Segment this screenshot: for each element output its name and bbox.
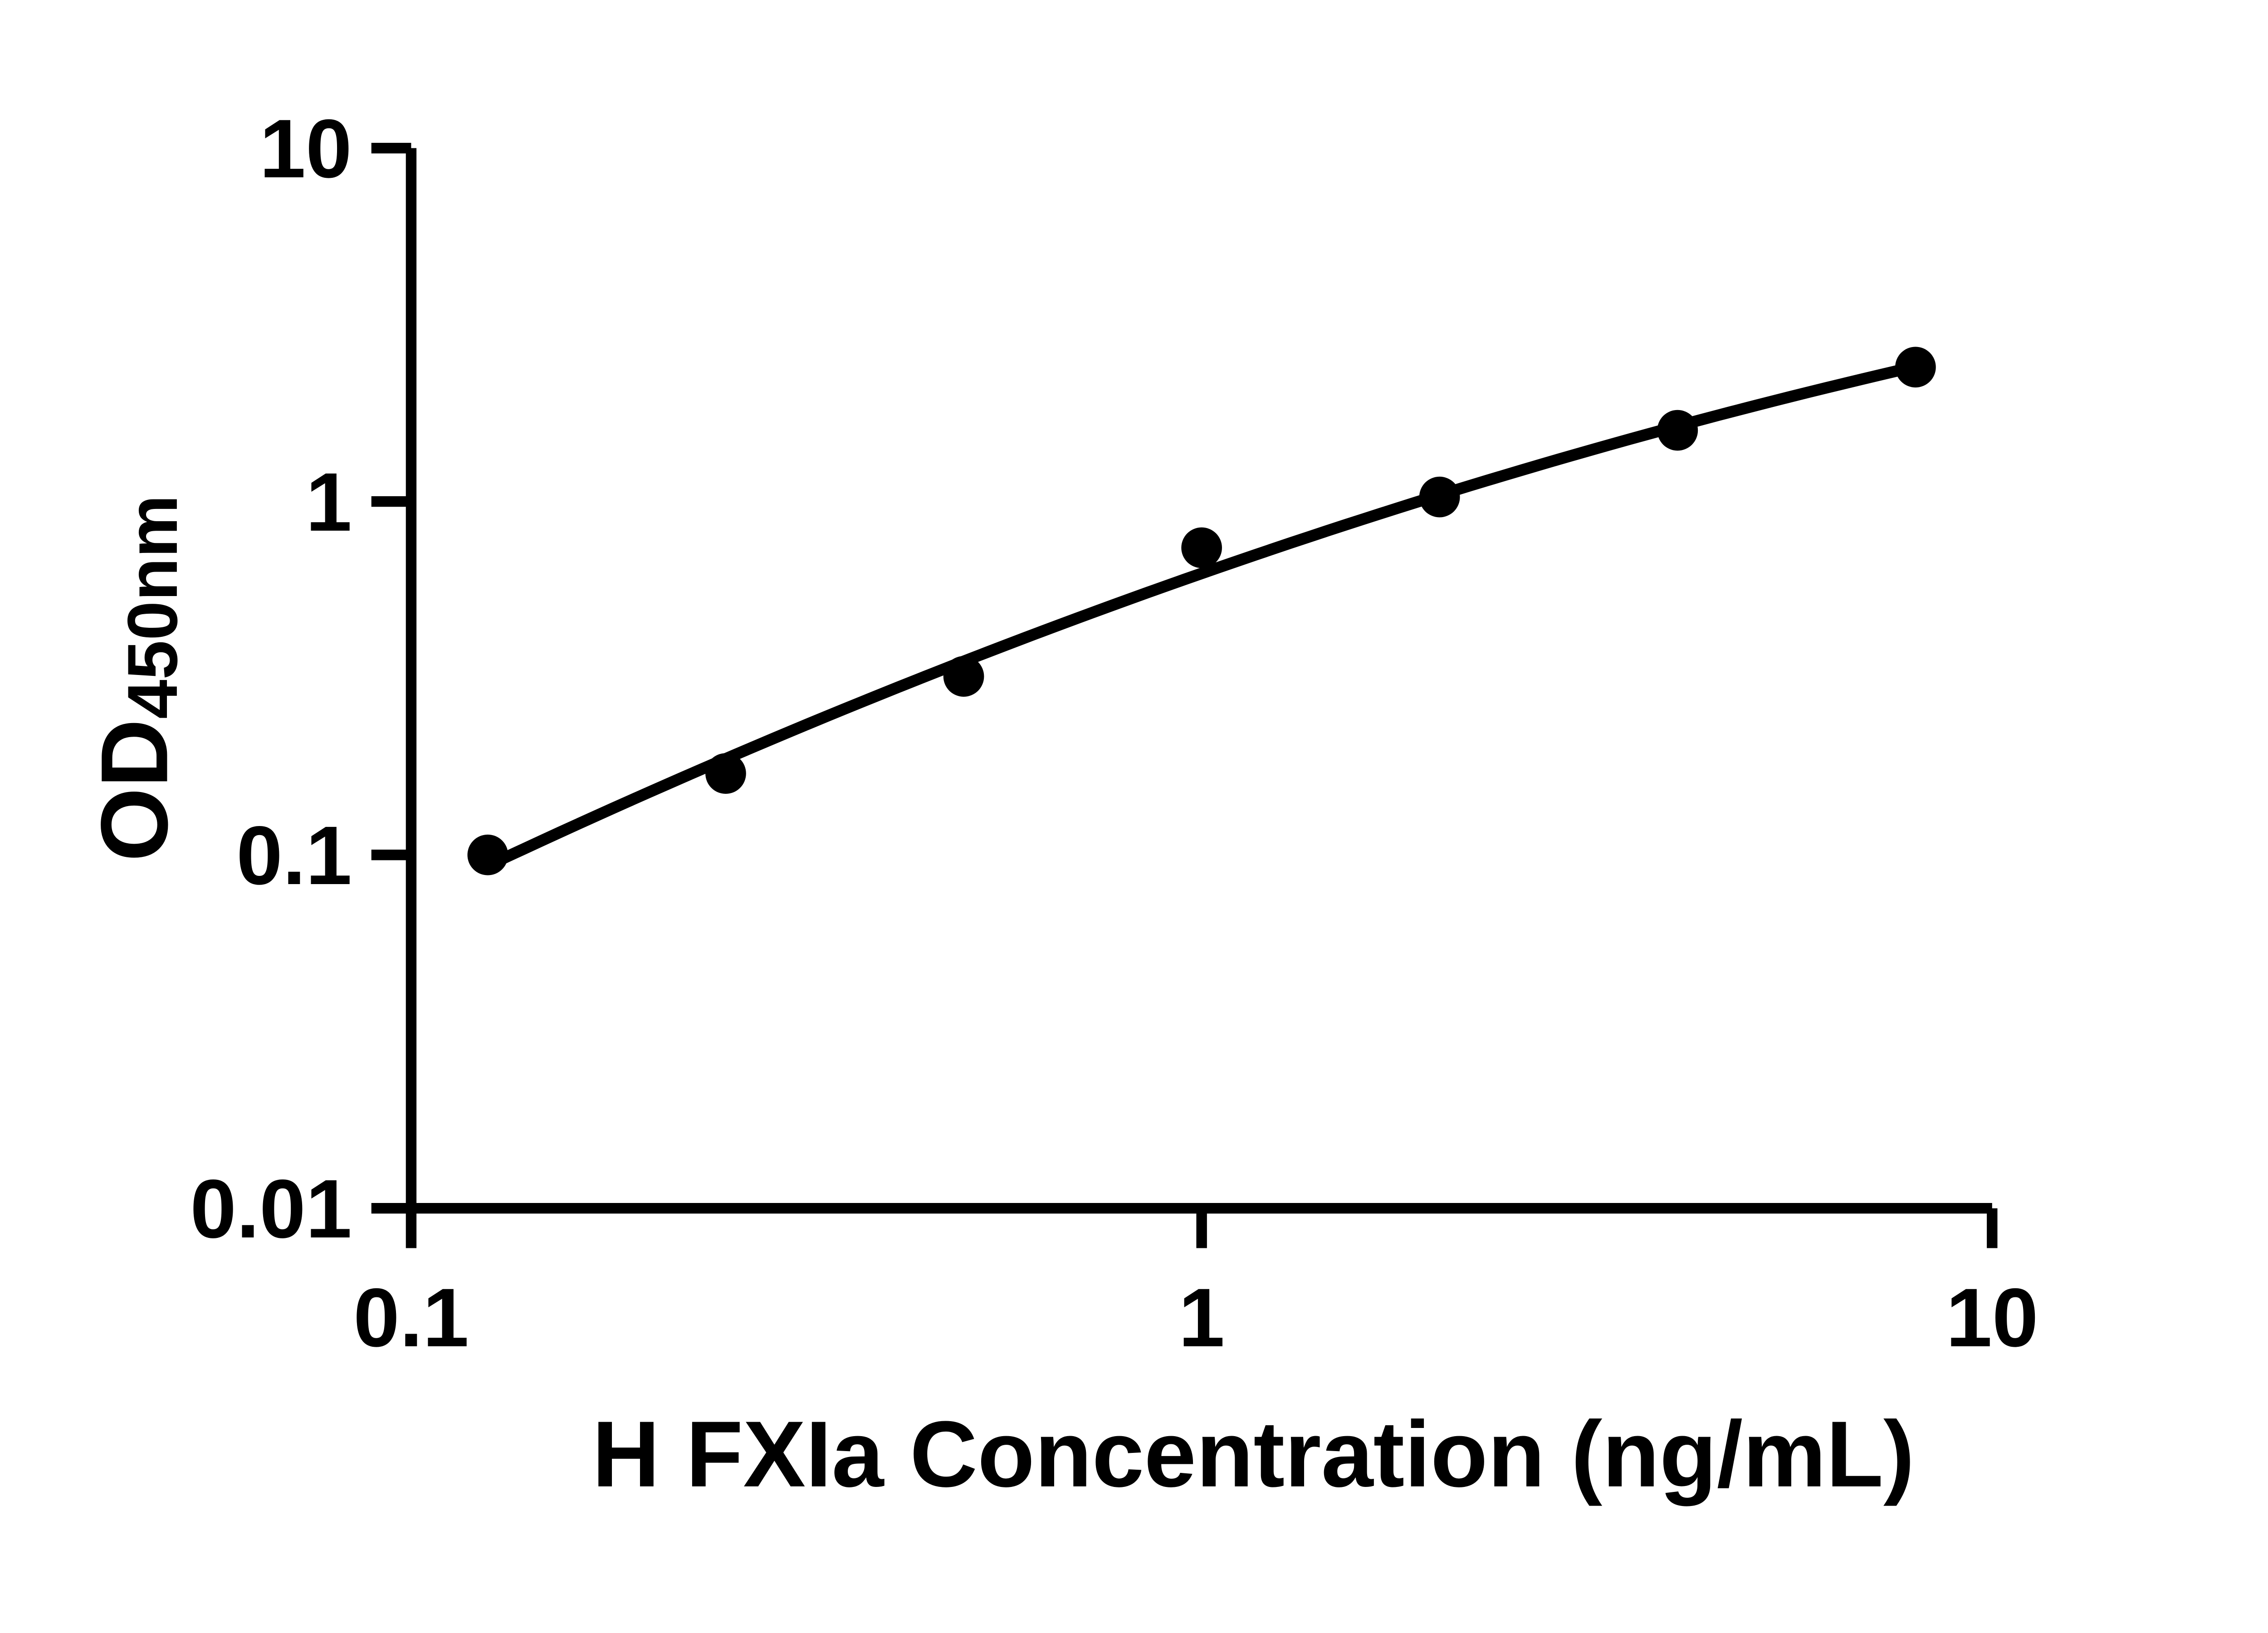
data-point-0.5: [943, 656, 984, 697]
data-point-2: [1419, 476, 1460, 518]
elisa-standard-curve-figure: 0.01 0.1 1 10 0.1 1 10 H FXIa Concentration (n…: [81, 102, 2038, 1506]
axes: [406, 148, 1992, 1214]
fit-curve-line: [482, 361, 1921, 872]
x-tick-label-1: 1: [1178, 1271, 1225, 1364]
y-tick-label-0.1: 0.1: [236, 809, 352, 902]
y-axis-title-subscript: 450nm: [113, 495, 192, 719]
y-axis-title: OD450nm: [81, 495, 192, 861]
data-points: [467, 347, 1936, 875]
y-tick-label-0.01: 0.01: [190, 1162, 352, 1255]
x-tick-label-0.1: 0.1: [353, 1271, 469, 1364]
data-point-1: [1181, 527, 1222, 568]
y-axis-title-main: OD: [81, 719, 187, 861]
x-axis-title: H FXIa Concentration (ng/mL): [592, 1402, 1914, 1506]
data-point-0.25: [705, 753, 746, 794]
data-point-0.125: [467, 834, 508, 875]
axis-ticks: [371, 142, 1998, 1248]
data-point-8: [1895, 347, 1936, 388]
fit-curve: [482, 361, 1921, 872]
y-tick-label-1: 1: [306, 455, 352, 548]
x-tick-label-10: 10: [1946, 1271, 2038, 1364]
data-point-4: [1657, 410, 1698, 451]
y-tick-label-10: 10: [259, 102, 352, 195]
